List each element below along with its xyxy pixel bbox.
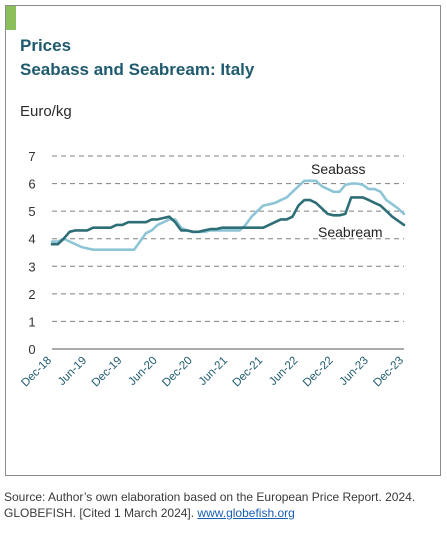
x-tick-label: Jun-23 (338, 355, 371, 388)
y-tick-label: 6 (28, 177, 35, 192)
source-text: Source: Author’s own elaboration based o… (4, 490, 416, 520)
x-tick-label: Jun-20 (126, 355, 159, 388)
x-tick-label: Dec-18 (19, 355, 54, 390)
y-tick-label: 7 (28, 149, 35, 164)
series-label-seabass: Seabass (311, 161, 365, 177)
y-tick-label: 5 (28, 204, 35, 219)
y-tick-label: 1 (28, 314, 35, 329)
x-tick-label: Jun-22 (267, 355, 300, 388)
x-tick-label: Jun-21 (197, 355, 230, 388)
x-tick-label: Jun-19 (56, 355, 89, 388)
chart-title: Prices (20, 36, 72, 55)
series-line-seabass (50, 179, 406, 251)
y-tick-label: 4 (28, 232, 35, 247)
y-tick-label: 3 (28, 259, 35, 274)
series-line-seabream (50, 196, 406, 246)
x-tick-label: Dec-20 (160, 355, 195, 390)
chart-panel (5, 5, 441, 476)
source-link[interactable]: www.globefish.org (197, 506, 295, 520)
chart-subtitle: Seabass and Seabream: Italy (20, 60, 255, 79)
y-axis-label: Euro/kg (20, 103, 72, 120)
x-tick-label: Dec-21 (231, 355, 266, 390)
y-tick-label: 0 (28, 342, 35, 357)
y-tick-label: 2 (28, 287, 35, 302)
source-note: Source: Author’s own elaboration based o… (4, 489, 444, 521)
x-tick-label: Dec-23 (371, 355, 406, 390)
accent-bar (6, 6, 16, 30)
x-tick-label: Dec-19 (90, 355, 125, 390)
series-label-seabream: Seabream (318, 224, 383, 240)
x-tick-label: Dec-22 (301, 355, 336, 390)
